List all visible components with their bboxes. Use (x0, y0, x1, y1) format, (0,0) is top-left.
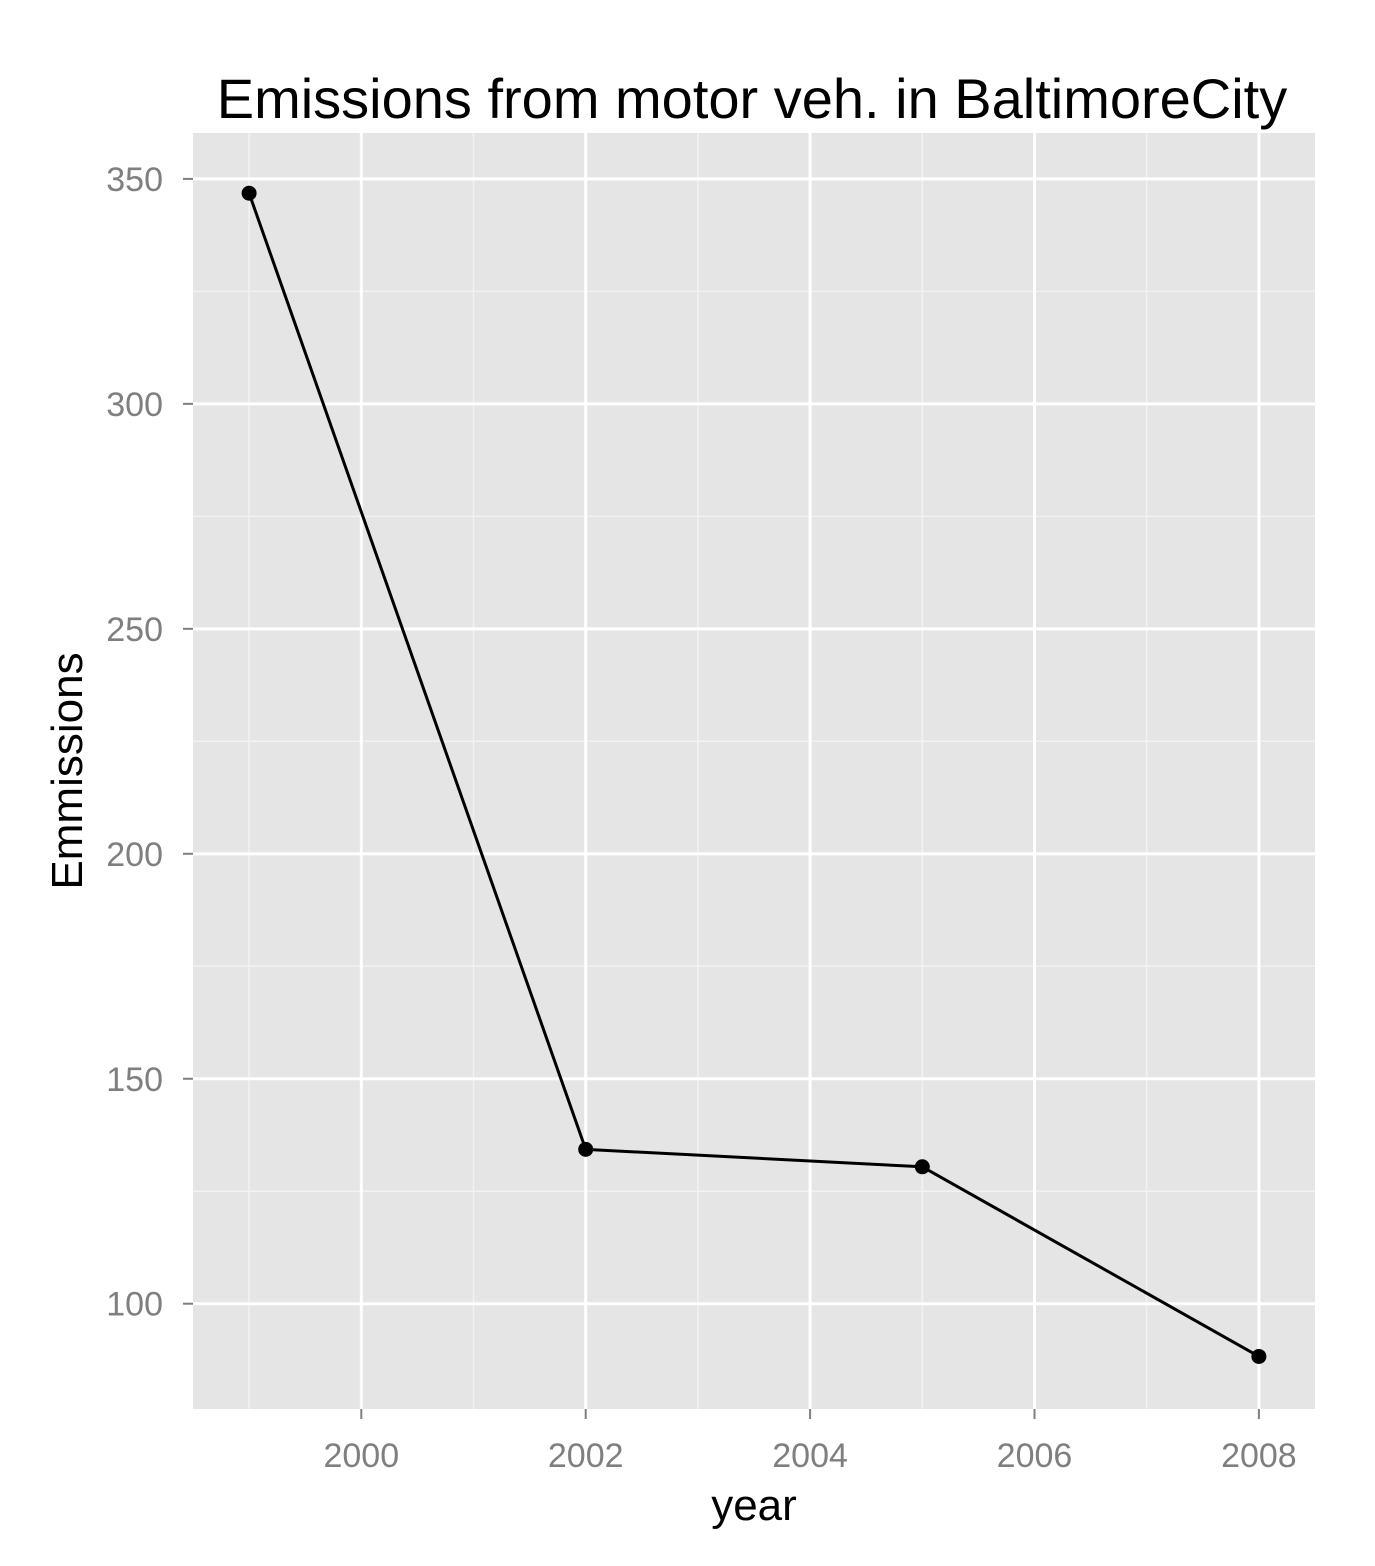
data-point (1251, 1348, 1267, 1364)
x-axis-label: year (711, 1481, 797, 1530)
x-tick-label: 2000 (323, 1437, 399, 1475)
y-tick-label: 150 (106, 1061, 163, 1099)
y-tick-label: 350 (106, 161, 163, 199)
x-tick-label: 2002 (548, 1437, 624, 1475)
x-tick-label: 2006 (997, 1437, 1073, 1475)
major-gridlines (193, 133, 1315, 1409)
data-point (578, 1141, 594, 1157)
series-line (247, 192, 1260, 1358)
x-tick-label: 2008 (1221, 1437, 1297, 1475)
plot-panel (193, 133, 1315, 1409)
y-tick-label: 200 (106, 836, 163, 874)
data-point (914, 1159, 930, 1175)
y-tick-label: 100 (106, 1286, 163, 1324)
minor-gridlines (193, 133, 1315, 1409)
y-axis: 100 150 200 250 300 350 (106, 161, 193, 1324)
chart-title: Emissions from motor veh. in BaltimoreCi… (217, 67, 1288, 130)
series-layer (241, 185, 1267, 1364)
data-point (241, 185, 257, 201)
y-axis-label: Emmissions (43, 652, 92, 889)
y-tick-label: 250 (106, 611, 163, 649)
x-tick-label: 2004 (772, 1437, 848, 1475)
x-axis: 2000 2002 2004 2006 2008 (323, 1409, 1297, 1475)
y-tick-label: 300 (106, 386, 163, 424)
